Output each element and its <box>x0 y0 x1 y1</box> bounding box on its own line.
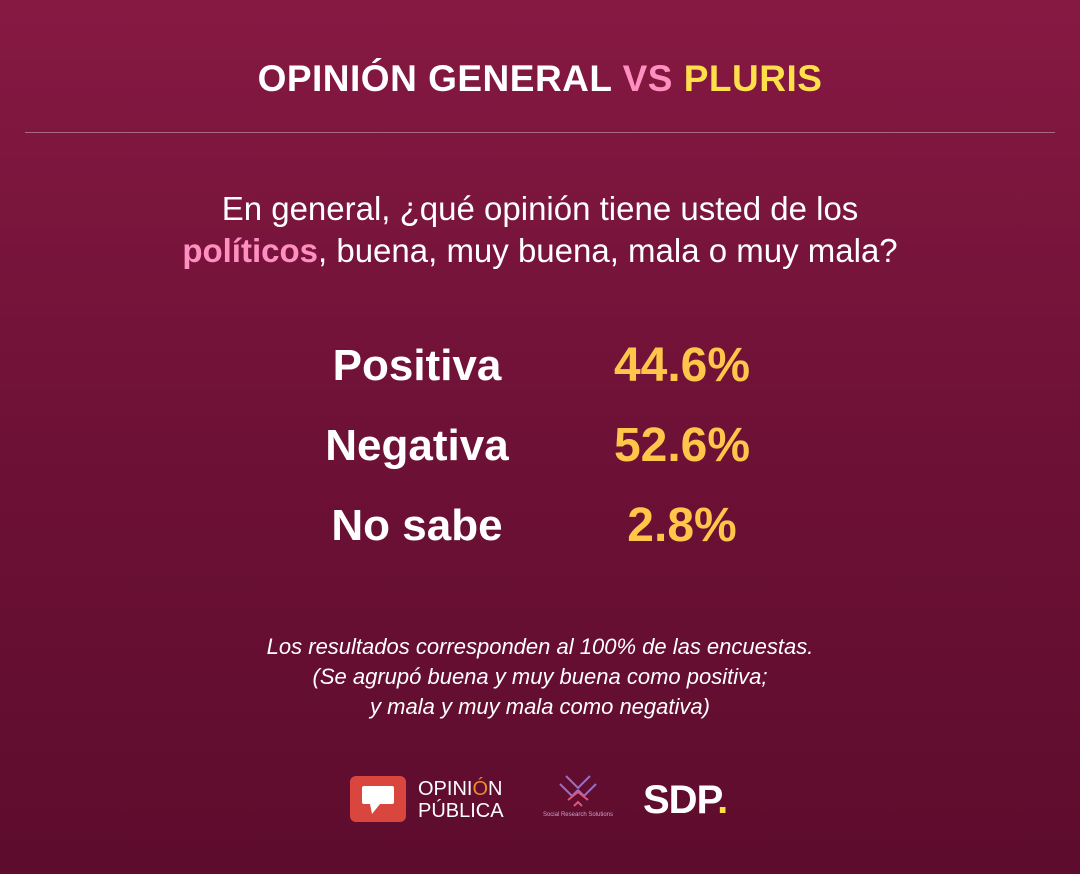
title-divider <box>25 132 1055 133</box>
result-row-positiva: Positiva 44.6% <box>0 336 1080 406</box>
srs-name: Social Research Solutions <box>542 812 614 818</box>
title-main: OPINIÓN GENERAL <box>257 58 612 99</box>
opinion-publica-logo: OPINIÓN PÚBLICA <box>418 778 504 822</box>
result-label: Negativa <box>325 421 509 470</box>
question-line-1: En general, ¿qué opinión tiene usted de … <box>221 190 859 227</box>
page-title: OPINIÓN GENERAL VS PLURIS <box>0 58 1080 100</box>
result-row-no-sabe: No sabe 2.8% <box>0 496 1080 566</box>
result-value: 52.6% <box>613 419 751 472</box>
question-line-2-rest: , buena, muy buena, mala o muy mala? <box>318 232 898 269</box>
logo-bar: OPINIÓN PÚBLICA Social Research Solution… <box>0 770 1080 830</box>
speech-bubble-icon <box>350 776 406 822</box>
result-label: Positiva <box>332 341 502 390</box>
note-line-1: Los resultados corresponden al 100% de l… <box>266 634 814 659</box>
note-line-3: y mala y muy mala como negativa) <box>370 694 710 719</box>
question-line-2: políticos, buena, muy buena, mala o muy … <box>0 230 1080 272</box>
title-vs: VS <box>622 58 673 99</box>
result-value: 2.8% <box>627 499 737 552</box>
result-value: 44.6% <box>613 339 751 392</box>
title-pluris: PLURIS <box>683 58 823 99</box>
question-highlight: políticos <box>182 232 318 269</box>
survey-question: En general, ¿qué opinión tiene usted de … <box>0 188 1080 272</box>
result-label: No sabe <box>331 501 503 550</box>
social-research-solutions-logo <box>538 770 618 830</box>
methodology-note: Los resultados corresponden al 100% de l… <box>0 632 1080 722</box>
result-row-negativa: Negativa 52.6% <box>0 416 1080 486</box>
sdp-logo: SDP. <box>643 778 728 822</box>
note-line-2: (Se agrupó buena y muy buena como positi… <box>312 664 768 689</box>
